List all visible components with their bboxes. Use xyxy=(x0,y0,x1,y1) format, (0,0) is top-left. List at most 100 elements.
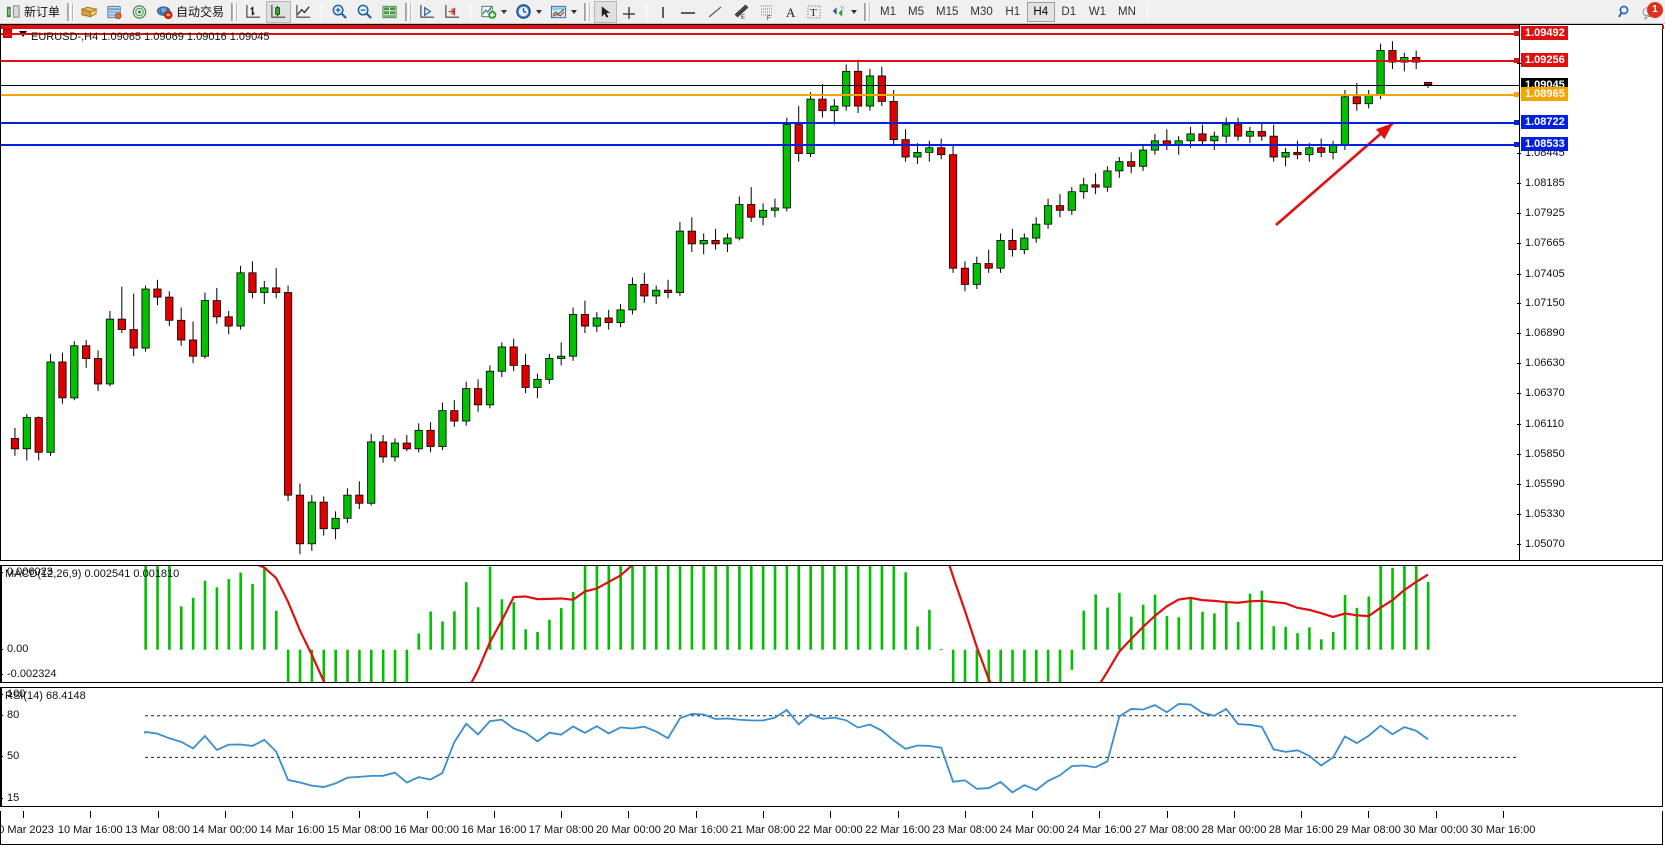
upper-red-line[interactable] xyxy=(1,32,1519,35)
signals-button[interactable] xyxy=(127,1,152,23)
chart-area[interactable]: EURUSD-,H4 1.09065 1.09069 1.09016 1.090… xyxy=(0,24,1665,845)
bar-chart-button[interactable] xyxy=(241,1,266,23)
top-red-line xyxy=(1,25,1664,29)
indicators-button[interactable] xyxy=(476,1,511,23)
toolbar-separator xyxy=(67,2,75,21)
fibonacci-tool-button[interactable]: F xyxy=(754,1,780,23)
svg-text:E: E xyxy=(741,15,745,20)
time-label: 10 Mar 16:00 xyxy=(57,824,123,836)
timeframe-m5[interactable]: M5 xyxy=(908,5,925,18)
arrows-tool-button[interactable] xyxy=(826,1,861,23)
zoom-in-button[interactable] xyxy=(327,1,352,23)
time-label: 14 Mar 00:00 xyxy=(192,824,258,836)
chevron-down-icon[interactable] xyxy=(571,9,578,14)
candlestick-chart-button[interactable] xyxy=(266,0,292,23)
macd-tick: 0.006023 xyxy=(0,566,53,578)
timeframe-mn[interactable]: MN xyxy=(1118,5,1136,18)
time-label: 30 Mar 16:00 xyxy=(1470,824,1536,836)
rsi-tick: 15 xyxy=(0,792,19,804)
svg-text:T: T xyxy=(810,7,817,19)
zoom-out-icon xyxy=(357,4,372,19)
zoom-out-button[interactable] xyxy=(352,1,377,23)
time-tick xyxy=(628,811,630,818)
time-label: 10 Mar 2023 xyxy=(0,824,54,836)
new-order-icon xyxy=(6,5,20,18)
auto-trading-button[interactable]: 自动交易 xyxy=(152,1,228,23)
chevron-down-icon[interactable] xyxy=(501,9,508,14)
time-label: 29 Mar 08:00 xyxy=(1336,824,1401,836)
time-label: 28 Mar 16:00 xyxy=(1268,824,1334,836)
search-button[interactable] xyxy=(1613,1,1637,23)
timeframe-m15[interactable]: M15 xyxy=(936,5,959,18)
templates-button[interactable] xyxy=(546,1,581,23)
chart-shift-button[interactable] xyxy=(440,1,465,23)
period-button[interactable] xyxy=(511,1,546,23)
rsi-tick: 100 xyxy=(0,688,25,700)
svg-text:A: A xyxy=(786,5,796,20)
notifications-button[interactable]: 1 xyxy=(1637,1,1663,23)
timeframe-d1[interactable]: D1 xyxy=(1061,5,1077,18)
orange-line-tag: 1.08965 xyxy=(1521,86,1568,101)
line-chart-button[interactable] xyxy=(291,1,316,23)
cursor-tool-button[interactable] xyxy=(594,0,618,23)
price-plot[interactable] xyxy=(1,25,1519,560)
rsi-plot[interactable] xyxy=(1,688,1519,806)
time-label: 17 Mar 08:00 xyxy=(528,824,594,836)
upper-red-line-tag: 1.09492 xyxy=(1521,25,1568,40)
bid-price[interactable] xyxy=(1,84,1519,86)
timeframe-m30[interactable]: M30 xyxy=(970,5,993,18)
toolbar-separator xyxy=(584,2,592,21)
toolbar-divider xyxy=(470,2,472,21)
time-label: 23 Mar 08:00 xyxy=(932,824,998,836)
orange-line[interactable] xyxy=(1,93,1519,96)
expert-advisors-button[interactable] xyxy=(77,1,102,23)
time-tick xyxy=(561,811,563,818)
price-tick: 1.06110 xyxy=(1517,418,1564,430)
crosshair-tool-button[interactable] xyxy=(617,1,641,23)
time-label: 21 Mar 08:00 xyxy=(730,824,796,836)
time-tick xyxy=(1301,811,1303,818)
trendline-tool-button[interactable] xyxy=(702,1,728,23)
rsi-label: RSI(14) 68.4148 xyxy=(5,690,86,702)
text-label-tool-button[interactable]: T xyxy=(802,1,826,23)
new-order-label: 新订单 xyxy=(24,5,61,19)
text-tool-button[interactable]: A xyxy=(780,1,802,23)
price-pane[interactable]: EURUSD-,H4 1.09065 1.09069 1.09016 1.090… xyxy=(0,24,1664,561)
price-tick: 1.06370 xyxy=(1517,387,1565,399)
time-tick xyxy=(157,811,159,818)
auto-scroll-button[interactable] xyxy=(415,1,440,23)
chevron-down-icon[interactable] xyxy=(536,9,543,14)
timeframe-w1[interactable]: W1 xyxy=(1088,5,1107,18)
vertical-line-tool-button[interactable] xyxy=(652,1,674,23)
candlestick-chart-icon xyxy=(271,4,286,18)
svg-text:F: F xyxy=(767,16,771,20)
channel-icon: E xyxy=(734,4,749,20)
rsi-pane[interactable]: RSI(14) 68.4148 100 80 50 15 xyxy=(0,687,1663,807)
time-tick xyxy=(359,811,361,818)
macd-pane[interactable]: MACD(12,26,9) 0.002541 0.001810 0.006023… xyxy=(0,565,1663,683)
upper-blue-line[interactable] xyxy=(1,122,1519,125)
time-tick xyxy=(695,811,697,818)
time-tick xyxy=(1032,811,1034,818)
equidistant-channel-tool-button[interactable]: E xyxy=(728,1,754,23)
timeframe-m1[interactable]: M1 xyxy=(880,5,897,18)
timeframe-h4[interactable]: H4 xyxy=(1026,1,1055,22)
chevron-down-icon[interactable] xyxy=(851,9,858,14)
upper-blue-line-tag: 1.08722 xyxy=(1521,115,1568,130)
red-line[interactable] xyxy=(1,60,1519,63)
lower-blue-line[interactable] xyxy=(1,143,1519,146)
terminal-button[interactable] xyxy=(102,1,127,23)
macd-tick: 0.00 xyxy=(0,643,28,655)
horizontal-line-tool-button[interactable] xyxy=(674,1,702,23)
macd-plot[interactable] xyxy=(1,566,1519,682)
timeframe-group: M1 M5 M15 M30 H1 H4 D1 W1 MN xyxy=(874,1,1142,22)
data-window-button[interactable] xyxy=(377,1,402,23)
timeframe-h1[interactable]: H1 xyxy=(1005,5,1021,18)
price-axis[interactable]: 1.092251.084451.081851.079251.076651.074… xyxy=(1517,25,1662,560)
template-icon xyxy=(550,5,567,18)
time-tick xyxy=(23,811,24,818)
new-order-button[interactable]: 新订单 xyxy=(2,1,64,23)
chart-shift-icon xyxy=(445,4,460,18)
notification-badge: 1 xyxy=(1647,1,1663,18)
